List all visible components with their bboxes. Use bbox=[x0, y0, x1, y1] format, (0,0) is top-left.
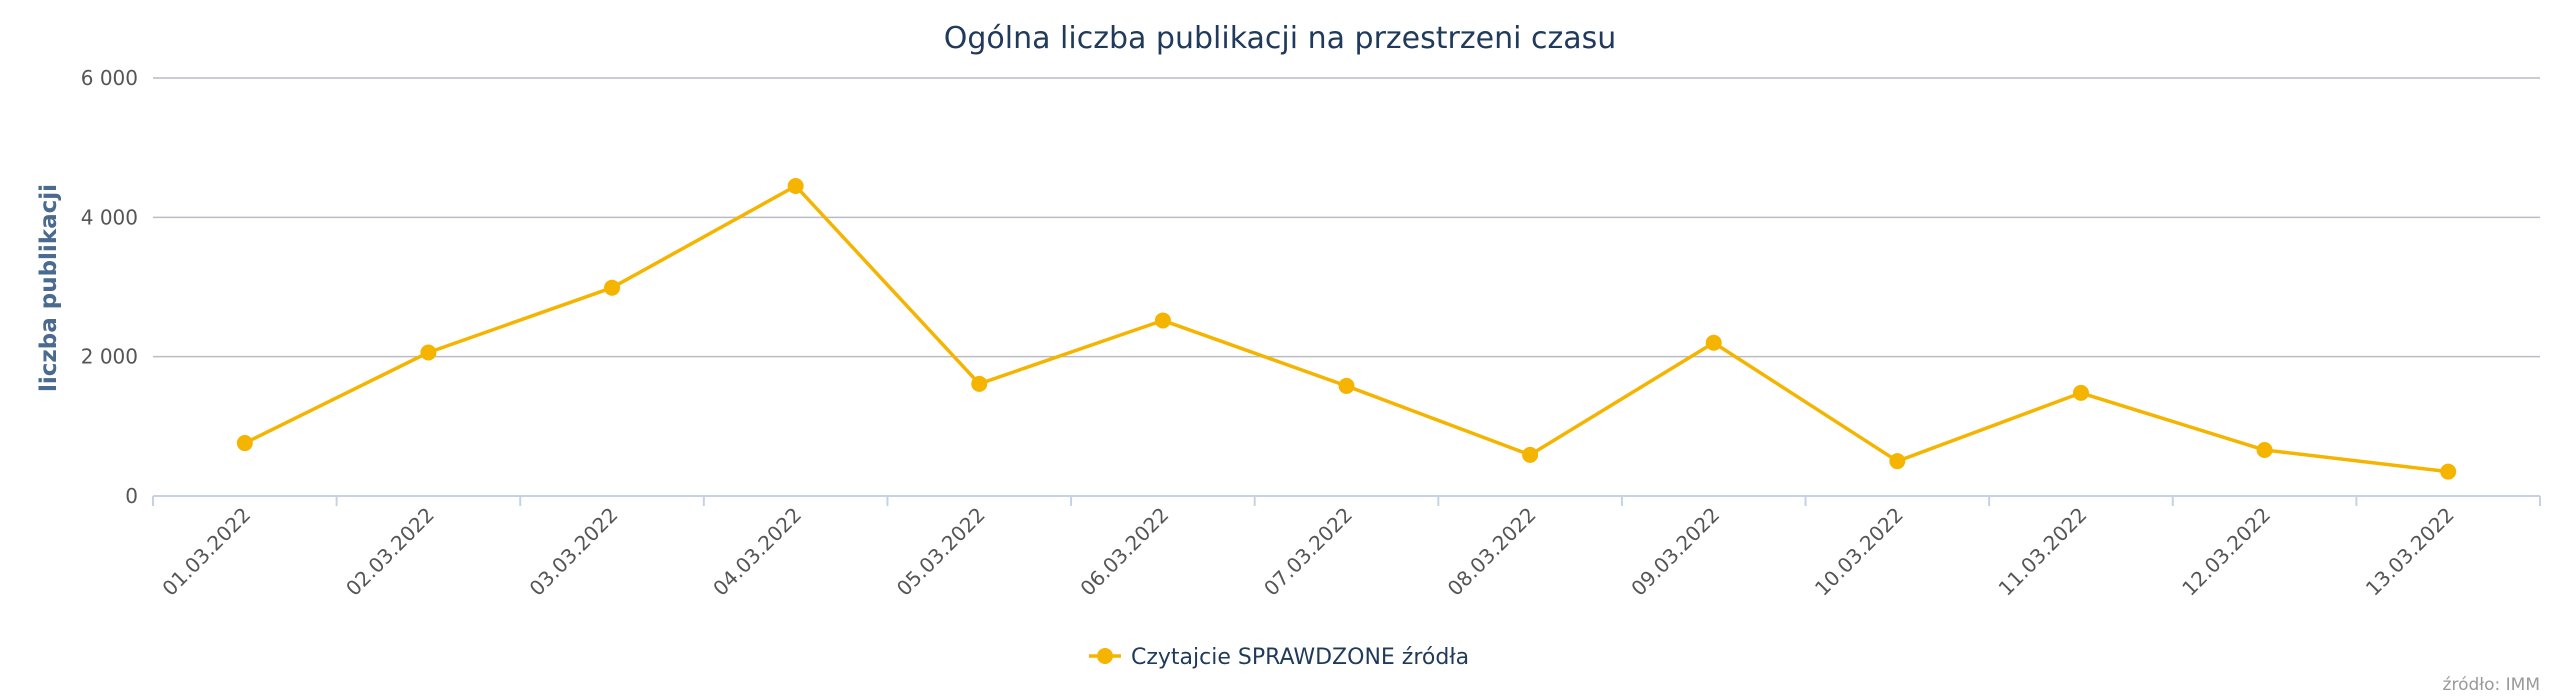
x-tick-label: 03.03.2022 bbox=[525, 503, 623, 601]
data-point[interactable] bbox=[604, 279, 621, 296]
data-point[interactable] bbox=[2256, 442, 2273, 459]
x-tick-label: 11.03.2022 bbox=[1994, 503, 2092, 601]
data-point[interactable] bbox=[787, 177, 804, 194]
y-tick-label: 6 000 bbox=[81, 66, 138, 90]
gridlines bbox=[153, 77, 2540, 358]
chart-title: Ogólna liczba publikacji na przestrzeni … bbox=[944, 21, 1616, 56]
data-point[interactable] bbox=[420, 344, 437, 361]
x-tick-label: 09.03.2022 bbox=[1626, 503, 1724, 601]
series-layer bbox=[236, 177, 2457, 480]
x-tick-label: 07.03.2022 bbox=[1259, 503, 1357, 601]
x-tick-label: 04.03.2022 bbox=[708, 503, 806, 601]
data-point[interactable] bbox=[1889, 453, 1906, 470]
credits-text: źródło: IMM bbox=[2443, 675, 2540, 695]
x-tick-label: 06.03.2022 bbox=[1075, 503, 1173, 601]
y-tick-label: 4 000 bbox=[81, 205, 138, 229]
y-axis-ticks: 0 2 000 4 000 6 000 bbox=[81, 66, 138, 508]
series-line bbox=[244, 184, 2449, 474]
x-tick-label: 10.03.2022 bbox=[1810, 503, 1908, 601]
legend-label[interactable]: Czytajcie SPRAWDZONE źródła bbox=[1131, 645, 1469, 670]
data-point[interactable] bbox=[1338, 377, 1355, 394]
legend[interactable]: Czytajcie SPRAWDZONE źródła bbox=[1089, 645, 1469, 670]
data-point[interactable] bbox=[236, 435, 253, 452]
y-tick-label: 2 000 bbox=[81, 345, 138, 369]
x-tick-label: 02.03.2022 bbox=[341, 503, 439, 601]
x-tick-label: 13.03.2022 bbox=[2361, 503, 2459, 601]
data-point[interactable] bbox=[1154, 312, 1171, 329]
x-tick-label: 08.03.2022 bbox=[1443, 503, 1541, 601]
x-tick-label: 01.03.2022 bbox=[157, 503, 255, 601]
data-point[interactable] bbox=[2440, 463, 2457, 480]
data-point[interactable] bbox=[1522, 446, 1539, 463]
data-point[interactable] bbox=[971, 375, 988, 392]
x-tick-label: 05.03.2022 bbox=[892, 503, 990, 601]
y-tick-label: 0 bbox=[125, 484, 138, 508]
data-point[interactable] bbox=[2072, 384, 2089, 401]
x-tick-label: 12.03.2022 bbox=[2177, 503, 2275, 601]
y-axis-title: liczba publikacji bbox=[36, 184, 62, 392]
legend-marker bbox=[1097, 648, 1113, 664]
x-axis: 01.03.2022 02.03.2022 03.03.2022 04.03.2022… bbox=[152, 495, 2541, 601]
data-point[interactable] bbox=[1705, 334, 1722, 351]
